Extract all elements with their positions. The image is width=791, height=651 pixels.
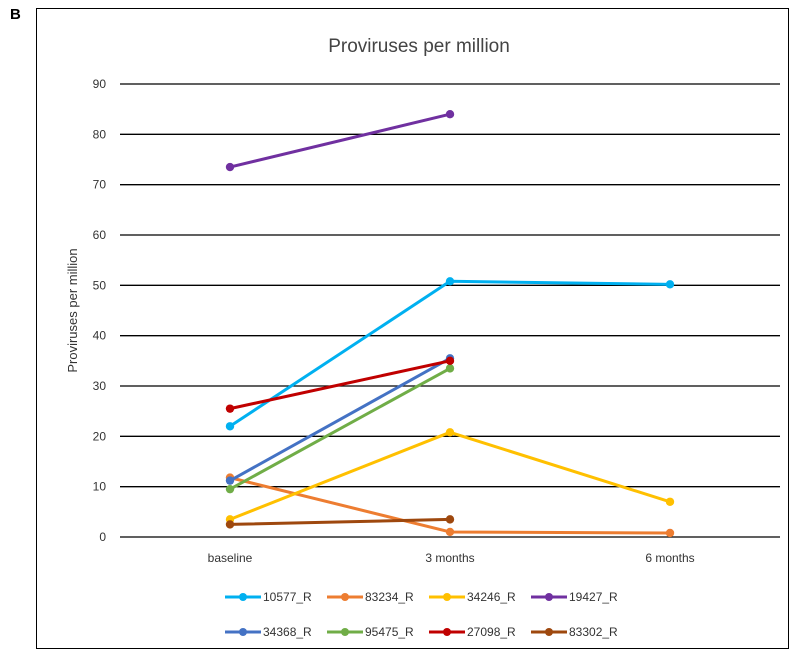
y-tick-label: 20 xyxy=(93,429,107,443)
legend-label: 27098_R xyxy=(467,625,516,639)
y-tick-label: 90 xyxy=(93,77,107,91)
y-tick-label: 50 xyxy=(93,278,107,292)
y-tick-label: 10 xyxy=(93,480,107,494)
legend-marker xyxy=(239,628,247,636)
panel-label: B xyxy=(10,6,21,23)
y-axis-label: Proviruses per million xyxy=(65,248,80,372)
y-tick-label: 30 xyxy=(93,379,107,393)
x-tick-labels: baseline 3 months 6 months xyxy=(208,551,695,565)
series-line xyxy=(228,356,452,483)
data-point xyxy=(445,356,455,366)
legend-marker xyxy=(239,593,247,601)
y-tick-label: 70 xyxy=(93,178,107,192)
chart-title: Proviruses per million xyxy=(328,36,510,57)
data-point xyxy=(445,428,455,437)
legend-marker xyxy=(443,628,451,636)
gridlines xyxy=(120,83,780,538)
data-point xyxy=(225,162,235,172)
series-line xyxy=(228,359,452,411)
data-point xyxy=(445,515,455,524)
series-line xyxy=(228,279,672,428)
series-line xyxy=(228,366,452,491)
data-point xyxy=(445,527,455,537)
series-line xyxy=(228,517,452,526)
legend-marker xyxy=(545,593,553,601)
x-tick-label: baseline xyxy=(208,551,253,565)
data-point xyxy=(445,277,455,286)
y-tick-label: 0 xyxy=(99,530,106,544)
y-tick-label: 40 xyxy=(93,329,107,343)
data-point xyxy=(665,497,675,506)
legend-label: 83234_R xyxy=(365,590,414,604)
legend-marker xyxy=(443,593,451,601)
data-point xyxy=(225,484,235,494)
legend-label: 95475_R xyxy=(365,625,414,639)
chart-frame xyxy=(36,8,789,649)
data-point xyxy=(665,528,675,538)
series-line xyxy=(228,112,452,169)
legend-marker xyxy=(341,593,349,601)
data-point xyxy=(225,404,235,413)
legend-marker xyxy=(545,628,553,636)
y-tick-label: 60 xyxy=(93,228,107,242)
series-line xyxy=(228,476,672,535)
data-point xyxy=(225,476,235,485)
data-point xyxy=(665,280,675,289)
legend-label: 10577_R xyxy=(263,590,312,604)
x-tick-label: 3 months xyxy=(425,551,474,565)
legend: 10577_R 83234_R 34246_R 19427_R 34368_R 95475… xyxy=(225,590,618,639)
x-tick-label: 6 months xyxy=(645,551,694,565)
y-tick-label: 80 xyxy=(93,127,107,141)
data-point xyxy=(445,110,455,119)
legend-label: 34246_R xyxy=(467,590,516,604)
legend-label: 34368_R xyxy=(263,625,312,639)
series-lines xyxy=(225,110,675,538)
data-point xyxy=(225,422,235,431)
legend-marker xyxy=(341,628,349,636)
data-point xyxy=(445,364,455,373)
y-tick-labels: 0 10 20 30 40 50 60 70 80 90 xyxy=(93,77,107,544)
legend-label: 19427_R xyxy=(569,590,618,604)
legend-label: 83302_R xyxy=(569,625,618,639)
data-point xyxy=(225,520,235,529)
